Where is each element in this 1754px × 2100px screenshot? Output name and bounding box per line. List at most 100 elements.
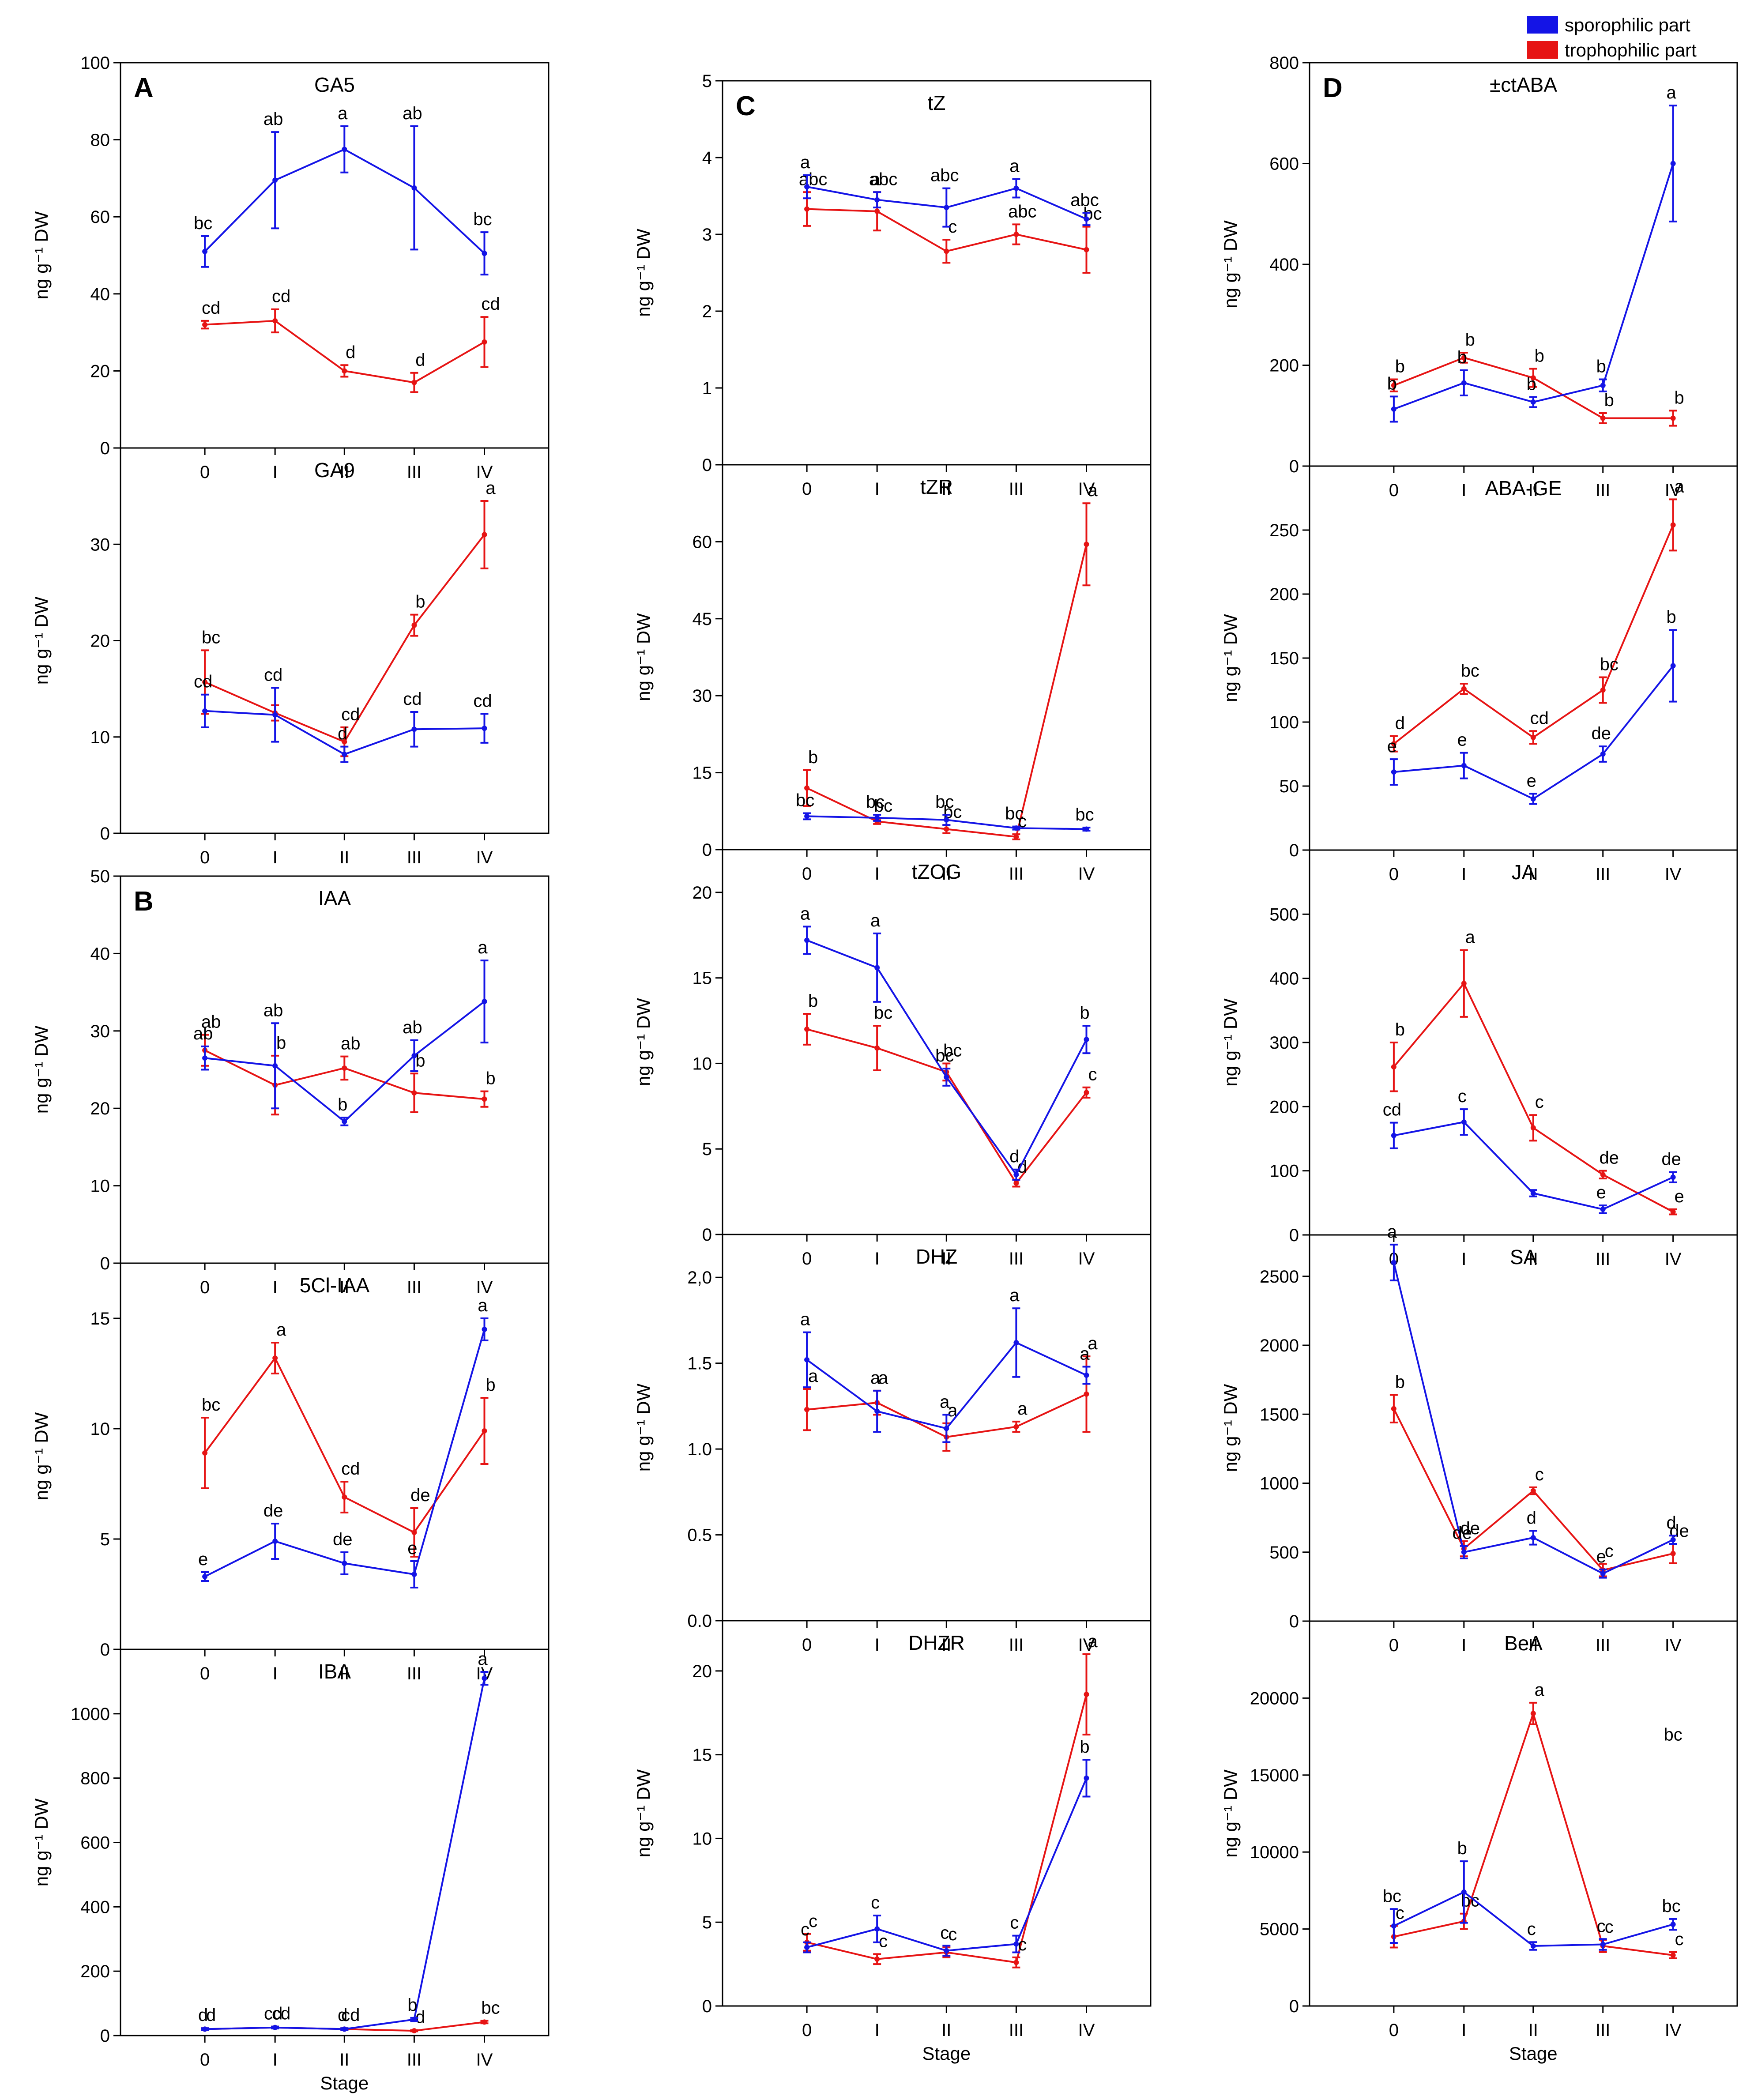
y-tick-label: 20000 (1250, 1689, 1299, 1708)
panel-title: IAA (318, 887, 351, 910)
data-point (1013, 1941, 1019, 1947)
significance-letter: cd (341, 2006, 360, 2025)
series-sporophilic-part: e e e de b (1387, 607, 1677, 805)
data-point (342, 1065, 347, 1071)
y-tick-label: 10 (693, 1054, 712, 1073)
significance-letter: b (1395, 357, 1405, 376)
data-point (1670, 1952, 1676, 1958)
x-tick-label: III (407, 2050, 422, 2070)
significance-letter: a (1017, 1399, 1028, 1419)
data-point (874, 197, 880, 203)
y-tick-label: 5 (702, 72, 712, 91)
y-tick-label: 100 (80, 53, 110, 73)
data-point (411, 2017, 417, 2022)
significance-letter: a (1667, 83, 1677, 102)
y-tick-label: 1000 (1260, 1474, 1299, 1494)
significance-letter: bc (1662, 1897, 1681, 1916)
significance-letter: e (1675, 1187, 1684, 1206)
x-tick-label: I (273, 1664, 278, 1683)
y-tick-label: 400 (1269, 969, 1299, 989)
significance-letter: b (1596, 357, 1606, 376)
x-axis-title: Stage (320, 2073, 369, 2093)
panel-letter: A (134, 73, 154, 103)
significance-letter: a (808, 1366, 818, 1386)
data-point (1600, 383, 1606, 388)
significance-letter: bc (202, 1395, 220, 1415)
panel-title: tZOG (912, 860, 961, 883)
x-tick-label: II (941, 2021, 951, 2040)
y-tick-label: 60 (90, 207, 110, 227)
x-tick-label: I (273, 463, 278, 482)
data-point (1530, 399, 1536, 405)
significance-letter: a (276, 1320, 286, 1340)
data-point (482, 1428, 487, 1434)
series-trophophilic-part: cc cca (803, 1632, 1098, 1968)
y-axis-title: ng g⁻¹ DW (31, 1412, 52, 1500)
significance-letter: a (478, 1649, 488, 1669)
x-tick-label: III (1596, 1249, 1610, 1269)
y-tick-label: 500 (1269, 1543, 1299, 1562)
data-point (1013, 834, 1019, 839)
data-point (1084, 1372, 1089, 1378)
data-point (411, 185, 417, 191)
significance-letter: bc (866, 792, 885, 812)
significance-letter: b (808, 991, 818, 1011)
significance-letter: c (1458, 1087, 1467, 1106)
panel-letter: C (736, 91, 756, 121)
significance-letter: cd (1530, 708, 1549, 728)
significance-letter: b (1080, 1003, 1089, 1023)
significance-letter: c (1018, 1935, 1027, 1954)
legend-swatch-trophophilic (1527, 41, 1558, 59)
x-tick-label: I (1461, 1636, 1466, 1655)
significance-letter: e (407, 1539, 417, 1558)
x-tick-label: 0 (1389, 2021, 1399, 2040)
y-tick-label: 5000 (1260, 1920, 1299, 1939)
series-line (1393, 982, 1674, 1213)
data-point (1084, 1391, 1089, 1397)
data-point (482, 251, 487, 256)
significance-letter: de (1460, 1519, 1480, 1538)
x-tick-label: III (407, 848, 422, 867)
significance-letter: de (263, 1501, 283, 1520)
significance-letter: c (1527, 1919, 1536, 1939)
x-tick-label: II (339, 2050, 349, 2070)
significance-letter: ab (403, 104, 422, 123)
significance-letter: b (486, 1375, 495, 1395)
data-point (1530, 1943, 1536, 1949)
data-point (482, 1675, 487, 1681)
y-tick-label: 80 (90, 131, 110, 150)
x-tick-label: IV (1078, 864, 1095, 884)
data-point (944, 1426, 949, 1431)
x-tick-label: 0 (200, 463, 210, 482)
significance-letter: bc (1461, 661, 1479, 681)
y-tick-label: 1500 (1260, 1405, 1299, 1424)
data-point (272, 318, 278, 324)
significance-letter: abc (869, 169, 898, 189)
significance-letter: c (1010, 1913, 1019, 1933)
x-tick-label: II (1528, 1636, 1538, 1655)
x-tick-label: I (273, 848, 278, 867)
x-tick-label: III (1596, 2021, 1610, 2040)
y-tick-label: 2000 (1260, 1336, 1299, 1355)
data-point (482, 532, 487, 538)
significance-letter: bc (194, 214, 212, 233)
significance-letter: abc (1008, 202, 1037, 221)
data-point (1530, 1711, 1536, 1716)
x-tick-label: 0 (1389, 865, 1399, 884)
panel-ja: 01002003004005000IIIIIIIVng g⁻¹ DWJAbacd… (1220, 849, 1738, 1269)
y-tick-label: 2 (702, 302, 712, 321)
data-point (272, 177, 278, 183)
x-tick-label: 0 (802, 1249, 812, 1268)
data-point (874, 1926, 880, 1932)
significance-letter: c (809, 1912, 817, 1931)
panel-title: BeA (1504, 1632, 1543, 1655)
x-tick-label: II (1528, 2021, 1538, 2040)
data-point (1530, 1190, 1536, 1196)
